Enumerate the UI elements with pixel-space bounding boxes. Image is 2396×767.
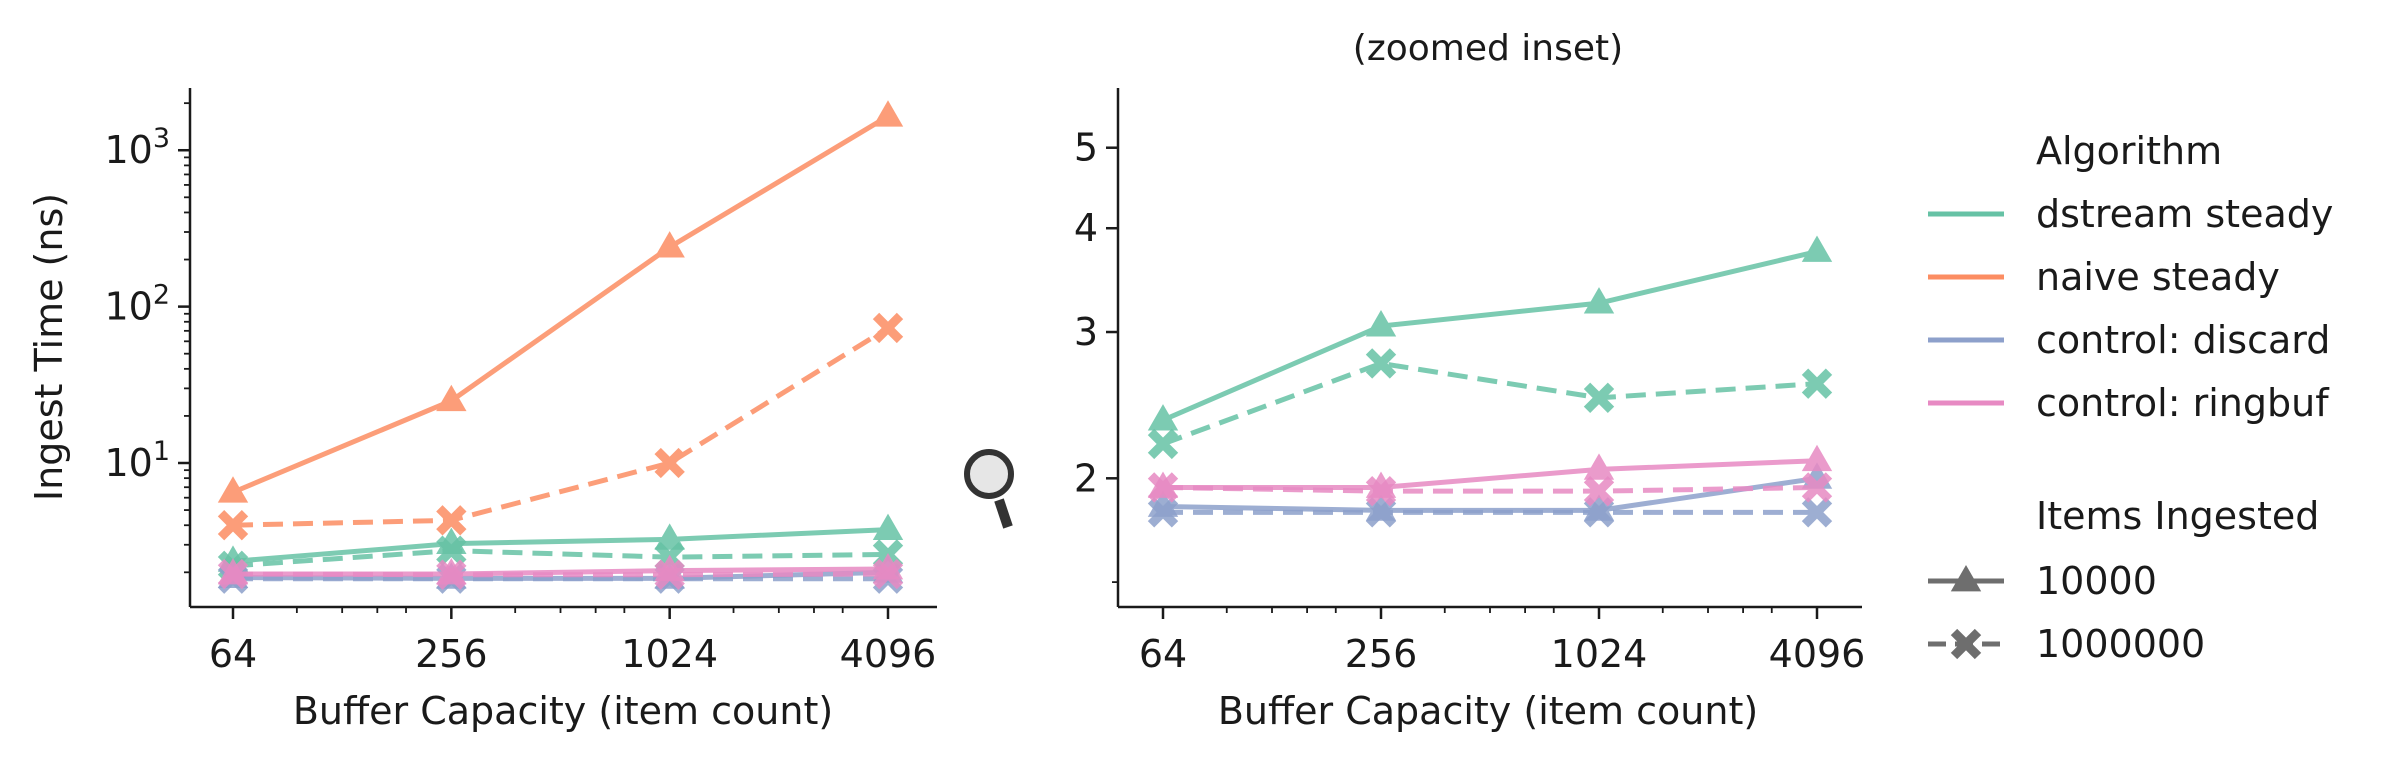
left-series-control-ringbuf-1000000-point [654,559,685,590]
left-series-naive-steady-1000000 [217,312,904,541]
right-series-group [1147,235,1833,528]
left-x-axis-label: Buffer Capacity (item count) [293,689,833,733]
right-series-dstream-steady-1000000-point [1801,368,1833,399]
legend-label: naive steady [2036,255,2280,299]
left-x-ticks: 64 256 1024 4096 [209,607,937,676]
left-series-naive-steady-10000 [217,100,904,503]
legend-entry-naive-steady: naive steady [1928,255,2280,299]
right-y-tick-label: 3 [1074,310,1098,354]
right-series-control-discard-1000000-point [1147,497,1179,528]
legend-algorithm-entries: dstream steady naive steady control: disca… [1928,192,2333,425]
right-series-dstream-steady-1000000 [1147,348,1833,460]
right-series-control-ringbuf-10000-point [1801,444,1833,472]
legend-entry-items-10000: 10000 [1928,559,2157,603]
left-y-axis-label: Ingest Time (ns) [27,193,71,501]
right-x-tick-label: 1024 [1551,632,1648,676]
left-series-dstream-steady-10000-point [654,523,685,550]
right-y-tick-label: 4 [1074,206,1098,250]
right-series-dstream-steady-1000000-line [1162,360,1818,447]
right-series-control-ringbuf-1000000-point [1801,472,1833,503]
left-series-dstream-steady-10000-point [872,513,904,541]
right-x-tick-label: 256 [1345,632,1418,676]
left-series-naive-steady-10000-point [654,231,685,258]
magnifier-icon [964,449,1014,529]
legend-triangle-marker [1950,565,1982,592]
left-series-naive-steady-10000-line [232,114,890,495]
left-x-tick-label: 1024 [621,632,718,676]
right-y-tick-label: 5 [1074,126,1098,170]
legend-entry-items-1000000: 1000000 [1928,622,2205,666]
left-series-naive-steady-1000000-point [217,510,249,541]
right-series-control-ringbuf-10000-point [1583,453,1615,480]
left-series-naive-steady-1000000-point [654,447,685,479]
left-series-naive-steady-1000000-point [436,505,467,536]
legend-algorithm-title: Algorithm [2036,129,2222,173]
left-series-naive-steady-1000000-point [872,312,904,344]
legend-label: 1000000 [2036,622,2205,666]
left-series-group [217,100,904,594]
left-y-tick-label: 101 [104,436,170,485]
right-chart-title: (zoomed inset) [1353,28,1623,69]
left-series-naive-steady-1000000-line [232,325,890,528]
right-series-control-ringbuf-1000000-point [1365,475,1397,507]
right-series-control-ringbuf-10000-line [1163,458,1818,490]
left-series-naive-steady-10000-point [217,476,249,503]
right-series-dstream-steady-10000-point [1801,235,1833,262]
legend-label: 10000 [2036,559,2157,603]
right-x-axis-label: Buffer Capacity (item count) [1218,689,1758,733]
right-x-ticks: 64 256 1024 4096 [1139,607,1866,676]
right-series-dstream-steady-10000 [1147,235,1833,431]
right-series-control-discard-10000-line [1162,475,1818,513]
left-series-control-ringbuf-1000000-point [872,558,904,590]
right-series-dstream-steady-10000-point [1583,287,1615,314]
left-y-ticks: 101 102 103 [104,102,190,574]
legend-entry-control-ringbuf: control: ringbuf [1928,381,2330,425]
left-chart-panel: 101 102 103 64 256 1024 4096 Ingest Time (ns)… [27,88,937,733]
right-series-dstream-steady-10000-point [1365,310,1397,337]
left-series-dstream-steady-10000 [217,513,904,572]
left-series-control-ringbuf-1000000-line [232,571,889,578]
legend-label: dstream steady [2036,192,2333,236]
right-series-dstream-steady-10000-point [1147,404,1179,431]
legend-x-marker [1950,628,1982,660]
legend-items-title: Items Ingested [2036,494,2319,538]
left-series-control-ringbuf-1000000-point [217,558,249,590]
legend: Algorithm dstream steady naive steady cont… [1928,129,2333,666]
legend-entry-dstream-steady: dstream steady [1928,192,2333,236]
legend-items-entries: 10000 1000000 [1928,559,2205,666]
right-y-ticks: 2 3 4 5 [1074,126,1118,584]
right-series-control-ringbuf-1000000-point [1583,475,1615,507]
right-series-control-ringbuf-1000000-line [1162,484,1818,494]
left-series-dstream-steady-1000000-line [232,548,889,569]
left-series-dstream-steady-10000-line [232,527,889,564]
right-series-dstream-steady-10000-line [1162,249,1818,423]
right-y-tick-label: 2 [1074,456,1098,500]
left-series-dstream-steady-1000000-point [436,535,467,566]
left-x-tick-label: 64 [209,632,257,676]
left-series-naive-steady-10000-point [436,384,467,412]
left-series-naive-steady-10000-point [872,100,904,127]
right-series-control-discard-1000000-point [1801,497,1833,528]
left-series-control-ringbuf-1000000-point [436,559,467,590]
legend-entry-control-discard: control: discard [1928,318,2330,362]
right-series-control-discard-10000 [1147,462,1833,521]
right-x-tick-label: 64 [1139,632,1187,676]
right-series-dstream-steady-1000000-point [1583,382,1615,413]
right-x-tick-label: 4096 [1769,632,1866,676]
legend-label: control: discard [2036,318,2330,362]
right-chart-panel: (zoomed inset) 2 3 4 5 64 256 1024 4096 Buffer… [1074,28,1866,733]
legend-label: control: ringbuf [2036,381,2330,425]
left-y-tick-label: 103 [104,123,170,172]
left-y-tick-label: 102 [104,280,170,329]
right-series-control-ringbuf-1000000-point [1147,472,1179,503]
right-series-control-ringbuf-1000000 [1147,472,1833,507]
right-series-dstream-steady-1000000-point [1365,348,1397,379]
left-x-tick-label: 4096 [840,632,937,676]
left-x-tick-label: 256 [415,632,488,676]
left-series-control-ringbuf-1000000 [217,558,904,590]
right-series-dstream-steady-1000000-point [1147,428,1179,460]
